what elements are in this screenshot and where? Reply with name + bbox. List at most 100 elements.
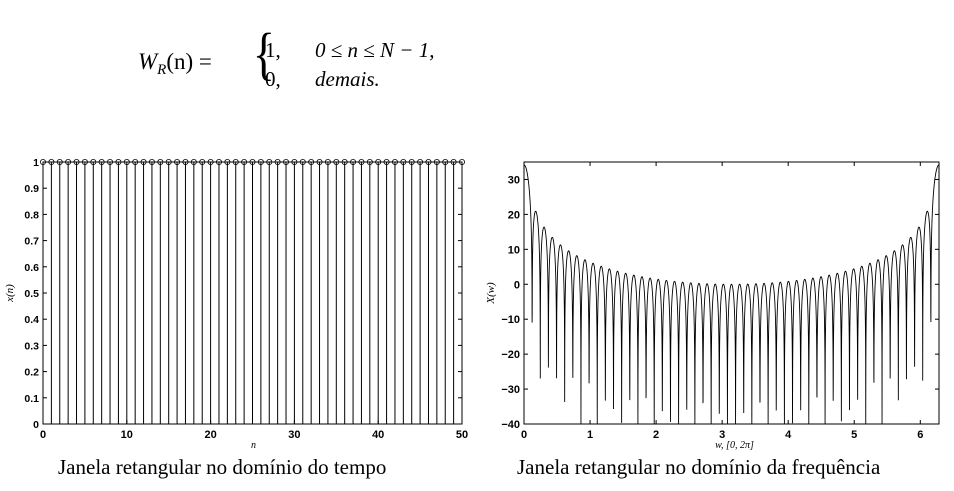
stem-marker xyxy=(283,158,290,165)
stem-marker xyxy=(241,158,248,165)
stem-marker xyxy=(224,158,231,165)
left-x-tick-label: 30 xyxy=(288,429,300,441)
left-x-tick-label: 10 xyxy=(121,429,133,441)
right-plot-frame xyxy=(523,161,940,425)
frequency-domain-caption: Janela retangular no domínio da frequênc… xyxy=(517,455,881,479)
stem-marker xyxy=(391,158,398,165)
left-x-tick-label: 50 xyxy=(456,429,468,441)
right-x-axis-label: w, [0, 2π] xyxy=(715,440,754,451)
stem-marker xyxy=(383,158,390,165)
stem-marker xyxy=(450,158,457,165)
stem-marker xyxy=(107,158,114,165)
stem-marker xyxy=(266,158,273,165)
formula-argument: (n) = xyxy=(166,49,212,74)
left-y-tick-label: 0.8 xyxy=(24,209,39,221)
formula-brace: { xyxy=(252,21,276,86)
formula-row-1-value: 1, xyxy=(265,38,281,62)
left-y-tick-label: 0.7 xyxy=(24,236,39,248)
stem-marker xyxy=(56,158,63,165)
time-domain-caption: Janela retangular no domínio do tempo xyxy=(58,455,387,479)
left-x-tick-label: 40 xyxy=(372,429,384,441)
window-definition-formula: WR(n) = { 1, 0 ≤ n ≤ N − 1, 0, demais. xyxy=(130,25,490,100)
stem-marker xyxy=(140,158,147,165)
stem-marker xyxy=(90,158,97,165)
formula-row-1-condition: 0 ≤ n ≤ N − 1, xyxy=(315,38,435,62)
left-x-axis-label: n xyxy=(251,440,256,451)
right-x-tick-label: 0 xyxy=(521,429,527,441)
formula-row-2: 0, demais. xyxy=(265,67,380,92)
formula-row-2-condition: demais. xyxy=(315,67,380,91)
formula-lhs: WR(n) = xyxy=(138,49,212,79)
stem-marker xyxy=(291,158,298,165)
right-y-tick-label: −30 xyxy=(501,384,520,396)
right-y-tick-label: 20 xyxy=(508,209,520,221)
right-x-tick-label: 5 xyxy=(851,429,857,441)
stem-marker xyxy=(458,158,465,165)
left-y-tick-label: 0.6 xyxy=(24,262,39,274)
right-x-tick-label: 1 xyxy=(587,429,593,441)
stem-marker xyxy=(123,158,130,165)
left-x-tick-label: 20 xyxy=(204,429,216,441)
stem-marker xyxy=(299,158,306,165)
stem-marker xyxy=(350,158,357,165)
stem-marker xyxy=(232,158,239,165)
left-x-tick-label: 0 xyxy=(40,429,46,441)
stem-marker xyxy=(157,158,164,165)
stem-marker xyxy=(98,158,105,165)
stem-marker xyxy=(40,158,47,165)
stem-marker xyxy=(215,158,222,165)
left-y-tick-label: 0.2 xyxy=(24,367,39,379)
stem-marker xyxy=(417,158,424,165)
stem-marker xyxy=(81,158,88,165)
stem-marker xyxy=(308,158,315,165)
stem-marker xyxy=(341,158,348,165)
stem-marker xyxy=(375,158,382,165)
stem-marker xyxy=(165,158,172,165)
formula-row-1: 1, 0 ≤ n ≤ N − 1, xyxy=(265,38,434,63)
stem-marker xyxy=(408,158,415,165)
stem-marker xyxy=(358,158,365,165)
stem-marker xyxy=(257,158,264,165)
frequency-response-line xyxy=(523,164,940,425)
stem-marker xyxy=(190,158,197,165)
right-x-tick-label: 4 xyxy=(785,429,792,441)
right-y-tick-label: −40 xyxy=(501,419,520,431)
left-y-tick-label: 1 xyxy=(33,157,39,169)
stem-marker xyxy=(207,158,214,165)
left-y-tick-label: 0.5 xyxy=(24,288,39,300)
stem-marker xyxy=(433,158,440,165)
formula-subscript: R xyxy=(157,62,167,78)
stem-marker xyxy=(132,158,139,165)
stem-marker xyxy=(249,158,256,165)
left-y-axis-label: x(n) xyxy=(4,284,16,303)
right-x-tick-label: 3 xyxy=(719,429,725,441)
right-y-tick-label: 10 xyxy=(508,244,520,256)
formula-row-2-value: 0, xyxy=(265,67,281,91)
stem-marker xyxy=(48,158,55,165)
right-y-tick-label: −10 xyxy=(501,314,520,326)
left-y-tick-label: 0.1 xyxy=(24,393,39,405)
stem-marker xyxy=(148,158,155,165)
stem-marker xyxy=(274,158,281,165)
stem-marker xyxy=(324,158,331,165)
stem-marker xyxy=(316,158,323,165)
formula-w: W xyxy=(138,49,158,74)
stem-marker xyxy=(115,158,122,165)
stem-marker xyxy=(333,158,340,165)
left-y-tick-label: 0.3 xyxy=(24,340,39,352)
left-y-tick-label: 0.9 xyxy=(24,183,39,195)
stem-marker xyxy=(182,158,189,165)
stem-marker xyxy=(366,158,373,165)
stem-marker xyxy=(65,158,72,165)
left-y-tick-label: 0 xyxy=(33,419,39,431)
stem-marker xyxy=(425,158,432,165)
right-y-tick-label: 30 xyxy=(508,174,520,186)
right-y-tick-label: 0 xyxy=(514,279,520,291)
stem-marker xyxy=(174,158,181,165)
left-y-tick-label: 0.4 xyxy=(24,314,39,326)
stem-marker xyxy=(199,158,206,165)
stem-marker xyxy=(73,158,80,165)
right-x-tick-label: 6 xyxy=(917,429,923,441)
